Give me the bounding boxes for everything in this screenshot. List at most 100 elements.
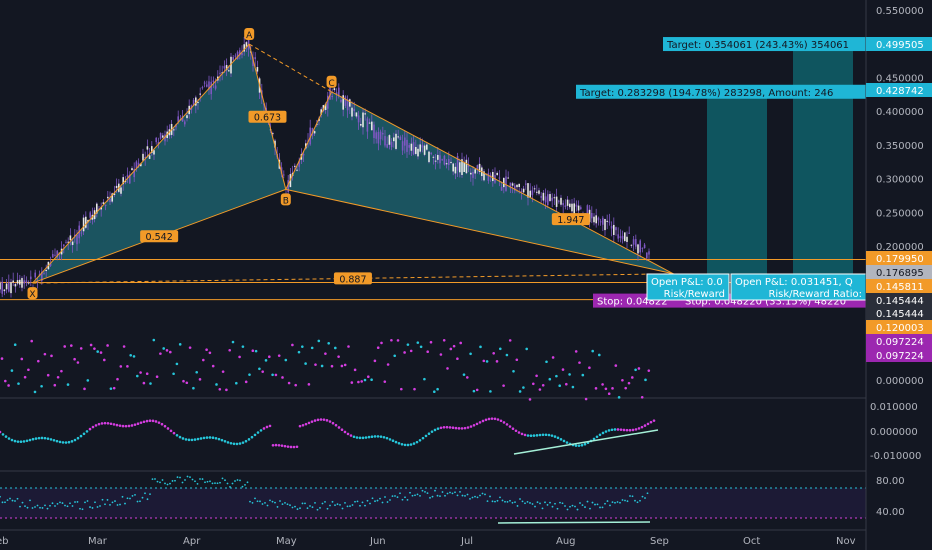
osc2-dot [517, 431, 521, 434]
candle-body [36, 280, 39, 282]
price-tick-label: 0.200000 [876, 242, 924, 253]
osc1-dot [149, 382, 152, 385]
target-label-1[interactable]: Target: 0.354061 (243.43%) 354061 [663, 37, 866, 52]
ratio-badge[interactable] [551, 213, 590, 226]
price-badge[interactable] [866, 306, 932, 320]
time-axis[interactable]: eb Mar Apr May Jun Jul Aug Sep Oct Nov [0, 536, 856, 547]
osc3-dot [256, 500, 259, 503]
osc2-dot [85, 430, 89, 433]
candle-body [21, 278, 23, 288]
osc2-dot [607, 429, 611, 432]
osc1-dot [439, 353, 443, 356]
ratio-badge[interactable] [140, 230, 179, 243]
price-badge[interactable] [866, 334, 932, 348]
osc3-dot [64, 504, 66, 507]
ratio-badge[interactable] [333, 272, 372, 285]
candle-body [637, 244, 639, 254]
osc1-dot [617, 396, 621, 399]
osc3-dot [96, 506, 99, 508]
pattern-point-x-badge[interactable] [27, 287, 38, 300]
osc3-dot [461, 494, 464, 497]
osc2-dot [0, 430, 2, 434]
osc2-dot [151, 419, 155, 423]
candle-body [214, 85, 217, 89]
price-badge[interactable] [866, 293, 932, 307]
osc1-dot [287, 381, 291, 385]
pattern-point-c-badge[interactable] [326, 75, 337, 88]
osc3-dot [606, 500, 609, 502]
osc3-dot [641, 495, 644, 498]
osc3-dot [6, 499, 9, 502]
osc2-dot [115, 423, 119, 427]
pattern-line-ac[interactable] [248, 43, 332, 93]
price-badge[interactable] [866, 37, 932, 51]
pattern-line-xd[interactable] [32, 273, 674, 284]
price-badge[interactable] [866, 265, 932, 279]
osc2-dot [145, 419, 149, 423]
price-badge[interactable] [866, 348, 932, 362]
candle-body [577, 205, 580, 211]
open-pnl-label-1-line-1: Open P&L: 0.031451, Q [735, 277, 853, 288]
osc1-dot [126, 365, 129, 368]
osc2-trendline[interactable] [513, 429, 659, 455]
target-label-2[interactable]: Target: 0.283298 (194.78%) 283298, Amoun… [576, 84, 866, 99]
main-price-pane[interactable]: X A B C 0.673 0.542 1.947 0.887 Target: 0.354061… [0, 28, 867, 531]
target-zone[interactable] [793, 44, 853, 274]
osc3-dot [16, 497, 19, 500]
osc1-dot [363, 378, 367, 382]
osc3-trendline[interactable] [497, 521, 651, 524]
candle-body [478, 163, 481, 173]
candle-body [401, 141, 404, 151]
candle-body [586, 205, 589, 219]
osc1-dot [637, 367, 641, 370]
osc1-dot [119, 365, 123, 368]
price-tick-label: 0.250000 [876, 208, 924, 219]
price-badge[interactable] [866, 251, 932, 265]
pattern-line-bd[interactable] [285, 188, 674, 275]
osc2-dot [16, 440, 20, 443]
osc1-dot [558, 384, 561, 388]
pattern-line-bc[interactable] [285, 91, 333, 190]
osc2-dot [289, 445, 293, 449]
candle-body [113, 193, 116, 195]
pattern-point-a-badge[interactable] [244, 28, 255, 41]
osc3-dot [489, 495, 491, 498]
ratio-badge[interactable] [248, 110, 287, 123]
osc2-dot [136, 422, 140, 425]
osc2-dot [79, 434, 83, 438]
time-tick-label: Oct [743, 536, 760, 547]
price-badge[interactable] [866, 83, 932, 97]
osc3-dot [284, 501, 286, 504]
osc2-dot [364, 436, 368, 439]
candle-body [373, 124, 375, 138]
osc2-dot [559, 438, 563, 441]
osc2-dot [322, 418, 326, 421]
osc2-dot [28, 438, 32, 442]
osc2-dot [163, 424, 167, 428]
target-zone[interactable] [707, 91, 767, 274]
price-badge[interactable] [866, 279, 932, 293]
osc3-dot [506, 500, 509, 503]
osc3-dot [416, 493, 419, 496]
osc2-dot [121, 424, 125, 428]
candle-body [551, 197, 553, 201]
pattern-point-b-badge[interactable] [280, 193, 291, 206]
osc1-dot [522, 386, 525, 389]
osc3-dot [629, 495, 631, 497]
osc3-dot [419, 494, 421, 497]
osc3-dot [119, 503, 121, 506]
price-badge[interactable] [866, 320, 932, 334]
candle-body [456, 156, 459, 171]
pattern-line-cd[interactable] [331, 91, 674, 275]
pattern-line-xa[interactable] [32, 43, 250, 284]
candle-body [144, 156, 146, 159]
osc2-dot [424, 434, 428, 438]
price-axis[interactable]: 0.550000 0.450000 0.400000 0.350000 0.300000… [865, 0, 932, 550]
candle-body [324, 103, 327, 110]
candle-body [219, 72, 221, 74]
candle-body [476, 165, 479, 169]
osc3-dot [351, 504, 354, 506]
